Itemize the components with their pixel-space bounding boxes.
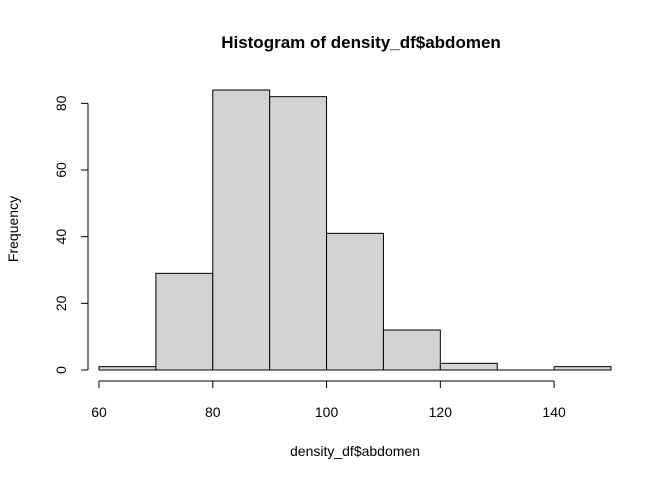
histogram-bar-4 [326,232,384,371]
x-axis-label: density_df$abdomen [290,443,420,459]
chart-title: Histogram of density_df$abdomen [221,33,501,52]
y-axis-label: Frequency [5,196,21,262]
x-tick-label: 120 [429,404,453,420]
x-tick-label: 140 [542,404,566,420]
histogram-bar-2 [212,89,271,371]
x-tick-label: 100 [315,404,339,420]
histogram-bar-5 [382,329,441,371]
x-tick-label: 80 [205,404,221,420]
histogram-bar-1 [155,272,214,371]
histogram-bar-3 [269,96,328,371]
x-tick-label: 60 [91,404,107,420]
histogram-bar-6 [439,362,498,371]
histogram-bar-0 [98,366,157,371]
x-axis: 60 80 100 120 140 [91,380,566,420]
histogram-bar-8 [553,366,612,371]
bars-group [98,89,612,371]
y-tick-label: 80 [53,95,69,111]
y-tick-label: 60 [53,162,69,178]
y-tick-label: 0 [53,366,69,374]
y-tick-label: 40 [53,229,69,245]
y-axis: 0 20 40 60 80 [53,95,89,374]
y-tick-label: 20 [53,295,69,311]
